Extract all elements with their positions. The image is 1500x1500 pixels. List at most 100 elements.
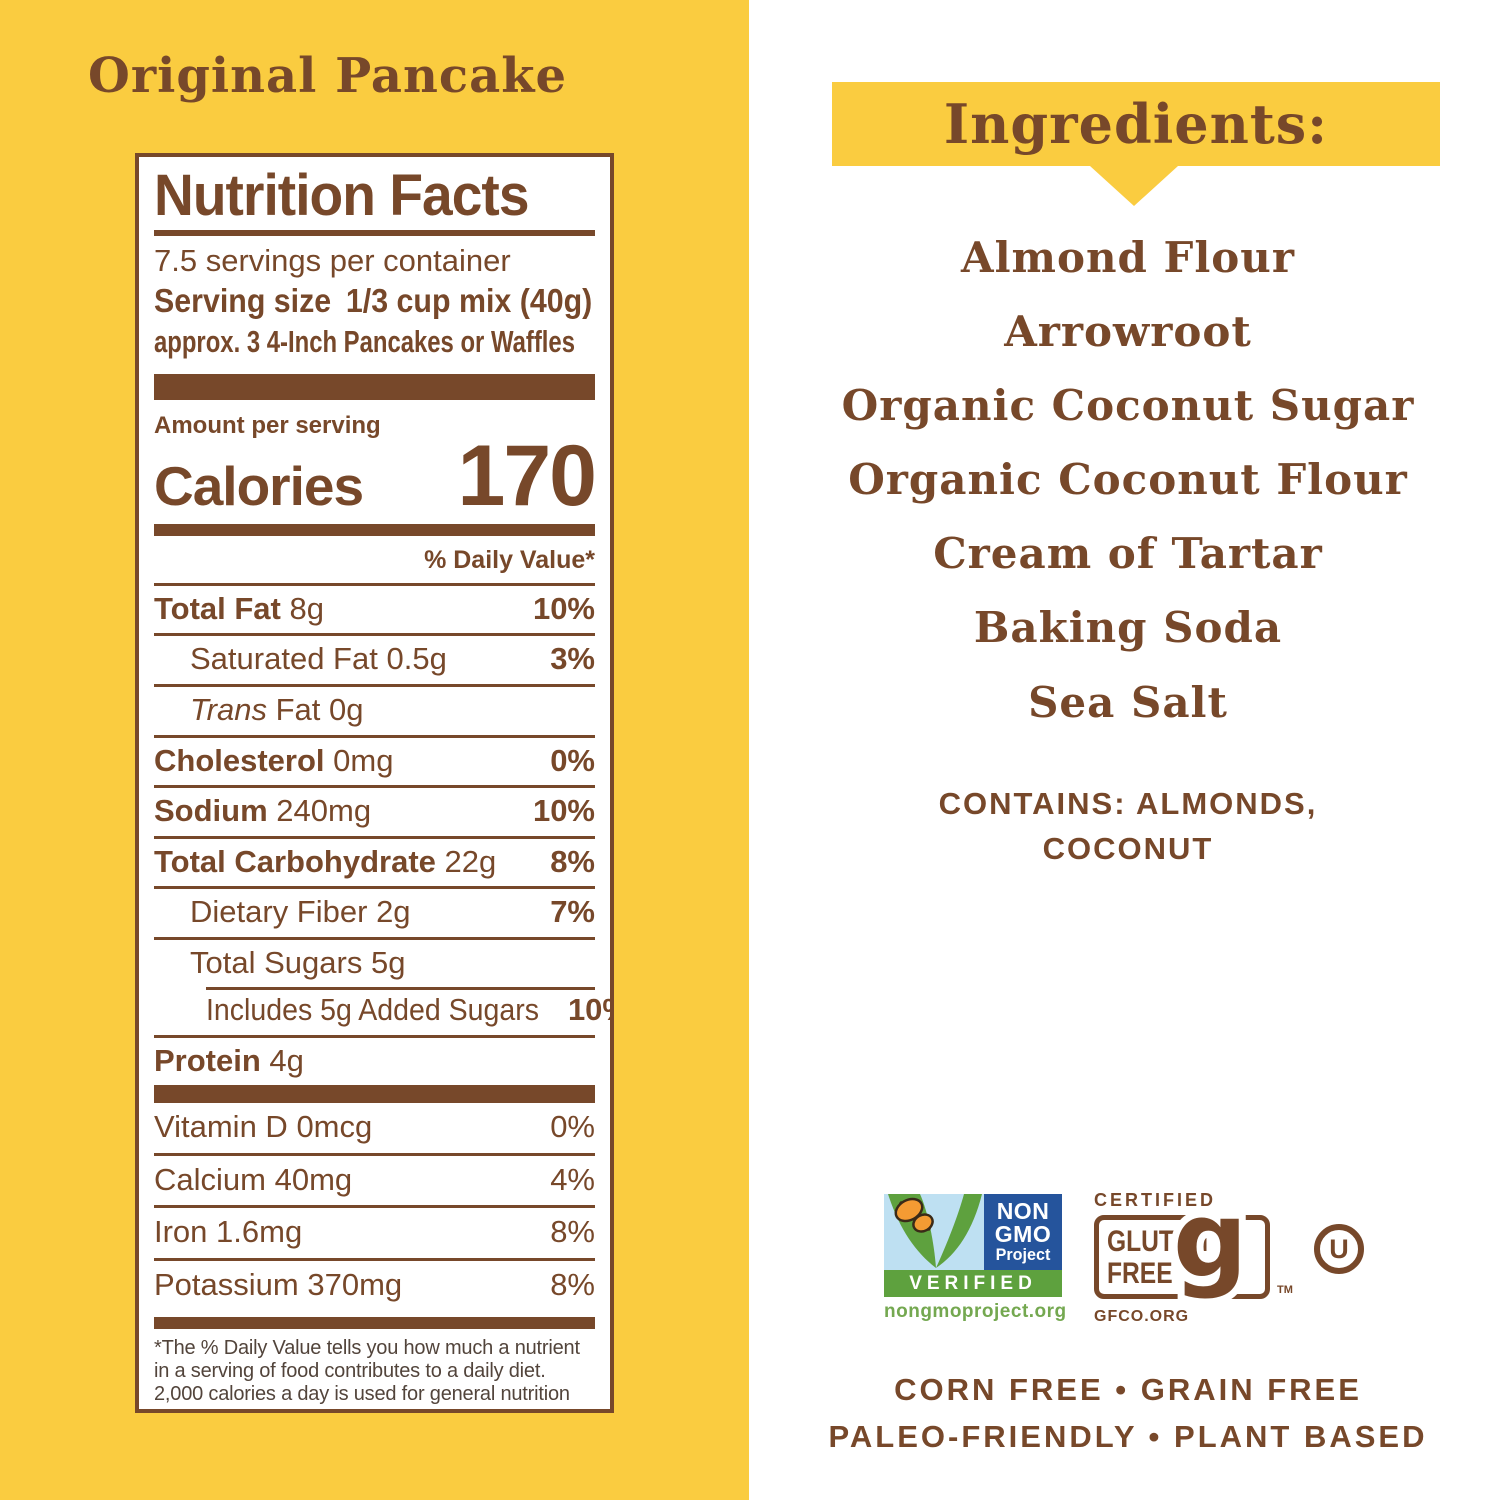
nutrient-dv: 10% bbox=[532, 590, 595, 626]
nutrient-dv: 0% bbox=[550, 742, 595, 778]
nutrition-facts-title: Nutrition Facts bbox=[154, 163, 529, 228]
ingredient-item: Almond Flour bbox=[961, 233, 1295, 282]
nutrient-dv: 8% bbox=[550, 843, 595, 879]
nutrient-row-sodium: Sodium 240mg 10% bbox=[154, 785, 595, 836]
daily-value-header: % Daily Value* bbox=[424, 545, 595, 574]
micronutrient-row-potassium: Potassium 370mg 8% bbox=[154, 1258, 595, 1311]
nutrient-name: Dietary Fiber bbox=[190, 894, 368, 930]
nutrient-label: Total Fat 8g bbox=[154, 590, 324, 626]
nutrient-label: Includes 5g Added Sugars bbox=[154, 994, 568, 1027]
non-gmo-url: nongmoproject.org bbox=[884, 1301, 1067, 1322]
gluten-word: GLUTEN bbox=[1107, 1225, 1209, 1258]
nutrient-amount: 0mg bbox=[333, 742, 394, 778]
nutrient-name: Protein bbox=[154, 1042, 261, 1078]
nutrient-label: Calcium 40mg bbox=[154, 1161, 352, 1197]
divider-bar-thick bbox=[154, 1085, 595, 1104]
gluten-free-g-icon: g bbox=[1166, 1179, 1255, 1301]
divider-bar-medium bbox=[154, 523, 595, 536]
nutrient-row-total-carbohydrate: Total Carbohydrate 22g 8% bbox=[154, 835, 595, 887]
nutrient-name: Cholesterol bbox=[154, 742, 325, 778]
serving-size-label: Serving size bbox=[154, 282, 332, 320]
ingredient-item: Baking Soda bbox=[973, 603, 1283, 653]
nutrient-amount: 370mg bbox=[307, 1267, 403, 1303]
ingredients-list: Almond Flour Arrowroot Organic Coconut S… bbox=[760, 233, 1496, 755]
nutrient-rows: Total Fat 8g 10% Saturated Fat 0.5g 3% T… bbox=[154, 582, 610, 1085]
product-variant-title: Original Pancake bbox=[88, 48, 568, 104]
micronutrient-row-vitamin-d: Vitamin D 0mcg 0% bbox=[154, 1103, 595, 1153]
nutrient-name: Total Carbohydrate bbox=[154, 843, 436, 879]
non-gmo-project-wordmark: NON GMO Project bbox=[984, 1194, 1062, 1270]
nutrient-row-dietary-fiber: Dietary Fiber 2g 7% bbox=[154, 886, 595, 937]
product-claims: CORN FREE • GRAIN FREE PALEO-FRIENDLY • … bbox=[760, 1372, 1496, 1455]
non-gmo-word: Project bbox=[995, 1244, 1051, 1264]
nutrient-dv: 10% bbox=[567, 992, 610, 1028]
nutrient-name: Vitamin D bbox=[154, 1109, 288, 1145]
nutrient-name: Potassium bbox=[154, 1267, 299, 1303]
nutrient-amount: 0mcg bbox=[296, 1109, 373, 1145]
nutrient-amount: 1.6mg bbox=[216, 1214, 303, 1250]
allergen-line: CONTAINS: ALMONDS, bbox=[938, 786, 1318, 821]
nutrient-label: Sodium 240mg bbox=[154, 793, 371, 829]
amount-per-serving-label: Amount per serving bbox=[154, 411, 381, 439]
certified-gluten-free-badge: CERTIFIED GLUTEN FREE g g TM GFCO.ORG bbox=[1094, 1179, 1294, 1326]
trademark-mark: TM bbox=[1277, 1284, 1293, 1296]
nutrient-label: Cholesterol 0mg bbox=[154, 742, 394, 778]
nutrient-label: Dietary Fiber 2g bbox=[154, 894, 411, 930]
daily-value-footnote: *The % Daily Value tells you how much a … bbox=[154, 1336, 580, 1409]
nutrient-amount: 0.5g bbox=[386, 641, 447, 677]
claims-line: CORN FREE • GRAIN FREE bbox=[894, 1372, 1362, 1407]
nutrient-name-italic: Trans bbox=[190, 692, 267, 728]
nutrient-name: Total Sugars bbox=[190, 944, 363, 980]
non-gmo-verified-badge: NON GMO Project VERIFIED nongmoproject.o… bbox=[884, 1194, 1067, 1323]
kosher-ou-symbol: U bbox=[1314, 1224, 1364, 1274]
nutrient-name: Fat bbox=[275, 692, 321, 728]
ingredient-item: Organic Coconut Sugar bbox=[841, 381, 1415, 431]
nutrient-name: Sodium bbox=[154, 793, 268, 829]
nutrient-dv: 7% bbox=[550, 894, 595, 930]
nutrient-row-total-sugars: Total Sugars 5g bbox=[154, 936, 595, 988]
gluten-free-g-icon: g bbox=[1173, 1179, 1248, 1301]
nutrient-amount: 0g bbox=[329, 692, 364, 728]
nutrient-label: Saturated Fat 0.5g bbox=[154, 643, 447, 676]
nutrient-amount: 8g bbox=[289, 590, 324, 626]
nutrient-label: Potassium 370mg bbox=[154, 1267, 403, 1303]
nutrient-label: Total Carbohydrate 22g bbox=[154, 843, 497, 879]
serving-size-line: Serving size 1/3 cup mix (40g) bbox=[154, 280, 592, 321]
calories-row: Calories 170 bbox=[154, 427, 597, 524]
nutrient-amount: 5g bbox=[370, 944, 406, 980]
partial-rule bbox=[206, 987, 595, 991]
verified-band: VERIFIED bbox=[884, 1270, 1062, 1297]
ingredient-item: Organic Coconut Flour bbox=[848, 455, 1408, 505]
nutrition-facts-panel: Nutrition Facts 7.5 servings per contain… bbox=[135, 153, 614, 1413]
calories-value: 170 bbox=[457, 427, 597, 524]
non-gmo-word: GMO bbox=[994, 1220, 1052, 1247]
kosher-u-letter: U bbox=[1329, 1233, 1349, 1264]
title-rule bbox=[154, 229, 595, 236]
nutrient-row-trans-fat: Trans Fat 0g bbox=[154, 684, 595, 735]
nutrient-label: Protein 4g bbox=[154, 1042, 304, 1078]
ingredients-title: Ingredients: bbox=[943, 92, 1329, 156]
nutrient-dv: 8% bbox=[550, 1267, 595, 1303]
nutrient-name: Includes 5g Added Sugars bbox=[206, 992, 539, 1028]
divider-bar-medium bbox=[154, 1316, 595, 1329]
nutrient-row-total-fat: Total Fat 8g 10% bbox=[154, 582, 595, 634]
nutrient-row-saturated-fat: Saturated Fat 0.5g 3% bbox=[154, 633, 595, 684]
banner-tail-pointer bbox=[1090, 166, 1178, 206]
ingredient-item: Sea Salt bbox=[1028, 677, 1228, 727]
ingredient-item: Arrowroot bbox=[1004, 307, 1252, 357]
non-gmo-badge-top: NON GMO Project bbox=[884, 1194, 1062, 1270]
claims-line: PALEO-FRIENDLY • PLANT BASED bbox=[828, 1419, 1428, 1454]
servings-per-container: 7.5 servings per container bbox=[154, 242, 511, 278]
gfco-url: GFCO.ORG bbox=[1094, 1308, 1190, 1325]
calories-label: Calories bbox=[154, 454, 364, 517]
nutrient-amount: 22g bbox=[444, 843, 497, 879]
nutrient-name: Calcium bbox=[154, 1161, 266, 1197]
serving-size-note: approx. 3 4-Inch Pancakes or Waffles bbox=[154, 323, 575, 359]
nutrient-name: Total Fat bbox=[154, 590, 281, 626]
divider-bar-thick bbox=[154, 373, 595, 400]
nutrient-row-added-sugars: Includes 5g Added Sugars 10% bbox=[154, 987, 610, 1035]
nutrient-dv: 0% bbox=[550, 1109, 595, 1145]
serving-size-value: 1/3 cup mix (40g) bbox=[345, 282, 593, 320]
gluten-free-wordmark: GLUTEN FREE bbox=[1099, 1220, 1265, 1290]
